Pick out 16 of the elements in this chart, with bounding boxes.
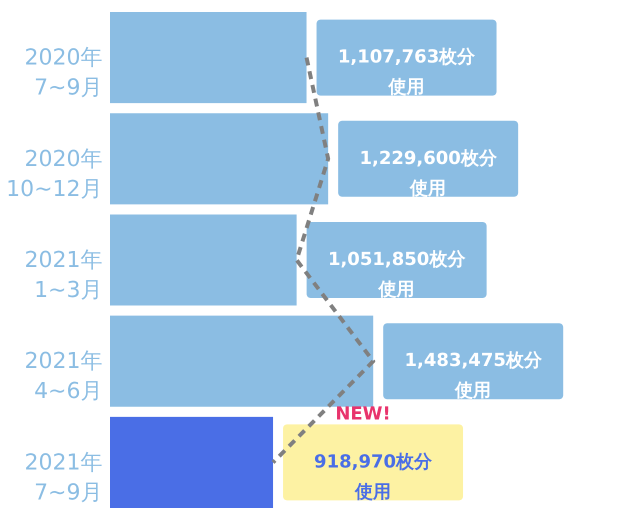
y-tick-label: 2021年 7~9月 [24,450,102,506]
y-tick-label: 2021年 4~6月 [24,349,102,404]
data-label: 1,051,850枚分使用 [328,249,466,300]
data-label: 1,483,475枚分使用 [404,350,543,402]
y-tick-label: 2020年 10~12月 [6,146,102,202]
bar [110,316,374,407]
y-tick-label: 2020年 7~9月 [24,46,102,101]
y-tick-label: 2021年 1~3月 [24,248,102,303]
data-label: 1,229,600枚分使用 [359,148,498,199]
data-label: 918,970枚分使用 [314,451,434,502]
bar [110,113,328,204]
bar [110,214,297,306]
annotation: NEW! [335,403,391,424]
data-label: 1,107,763枚分使用 [338,46,476,98]
bar [110,416,274,508]
bar [110,12,307,104]
